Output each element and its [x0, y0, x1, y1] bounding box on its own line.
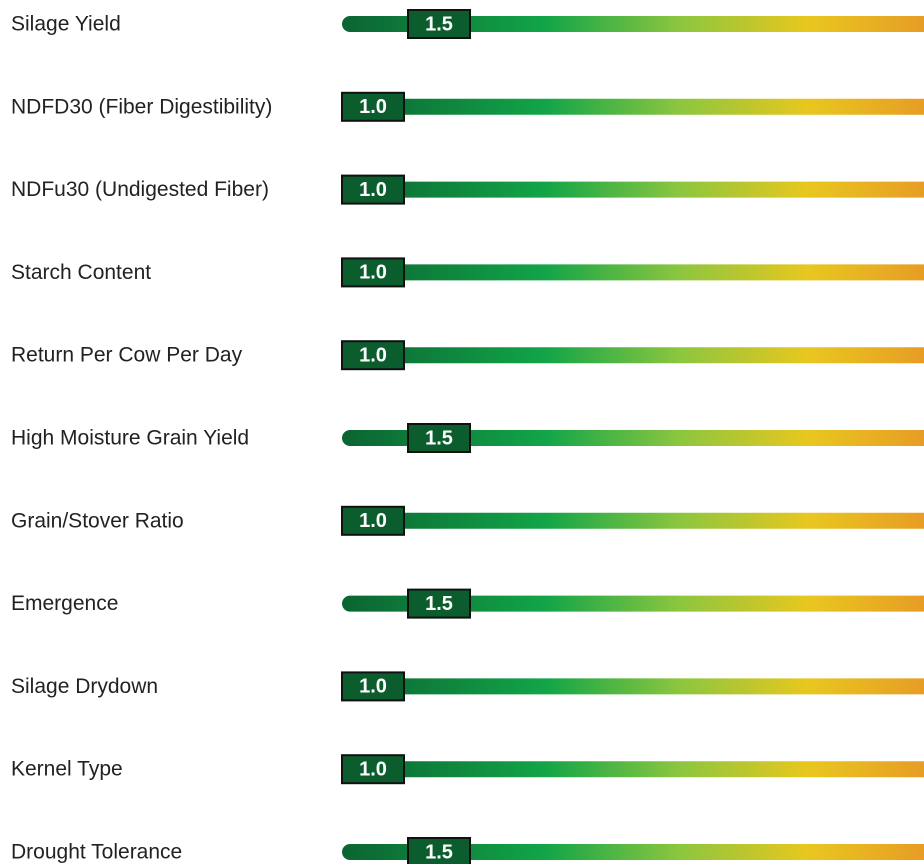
rating-value: 1.0 [359, 510, 387, 532]
trait-label: High Moisture Grain Yield [11, 427, 249, 450]
rating-bar [342, 512, 924, 529]
rating-badge [341, 671, 405, 702]
rating-badge [341, 340, 405, 371]
rating-badge [341, 505, 405, 536]
rating-value: 1.0 [359, 758, 387, 780]
trait-label: Starch Content [11, 261, 151, 284]
trait-label: Drought Tolerance [11, 841, 182, 864]
trait-label: Silage Drydown [11, 675, 158, 698]
rating-bar [342, 98, 924, 115]
rating-bar [342, 181, 924, 198]
rating-value: 1.0 [359, 179, 387, 201]
trait-label: Silage Yield [11, 13, 121, 36]
rating-badge [341, 257, 405, 288]
rating-bar [342, 347, 924, 364]
rating-badge [341, 754, 405, 785]
trait-label: Kernel Type [11, 758, 123, 781]
trait-label: Grain/Stover Ratio [11, 509, 184, 532]
rating-badge [407, 9, 471, 39]
trait-label: Return Per Cow Per Day [11, 344, 243, 367]
rating-bar [342, 844, 924, 860]
rating-bar [342, 264, 924, 281]
rating-value: 1.0 [359, 96, 387, 118]
rating-bar [342, 16, 924, 32]
rating-value: 1.5 [425, 427, 453, 449]
rating-badge [407, 837, 471, 864]
rating-value: 1.5 [425, 841, 453, 863]
rating-value: 1.5 [425, 593, 453, 615]
trait-label: NDFu30 (Undigested Fiber) [11, 178, 269, 201]
rating-bar [342, 430, 924, 446]
trait-label: Emergence [11, 592, 118, 615]
trait-label: NDFD30 (Fiber Digestibility) [11, 95, 272, 118]
rating-badge [407, 423, 471, 453]
rating-value: 1.0 [359, 676, 387, 698]
rating-value: 1.0 [359, 344, 387, 366]
rating-badge [341, 174, 405, 205]
rating-badge [341, 91, 405, 122]
rating-bar [342, 761, 924, 778]
rating-value: 1.0 [359, 262, 387, 284]
rating-badge [407, 588, 471, 619]
rating-bar [342, 678, 924, 695]
rating-value: 1.5 [425, 13, 453, 35]
rating-bar [342, 595, 924, 612]
